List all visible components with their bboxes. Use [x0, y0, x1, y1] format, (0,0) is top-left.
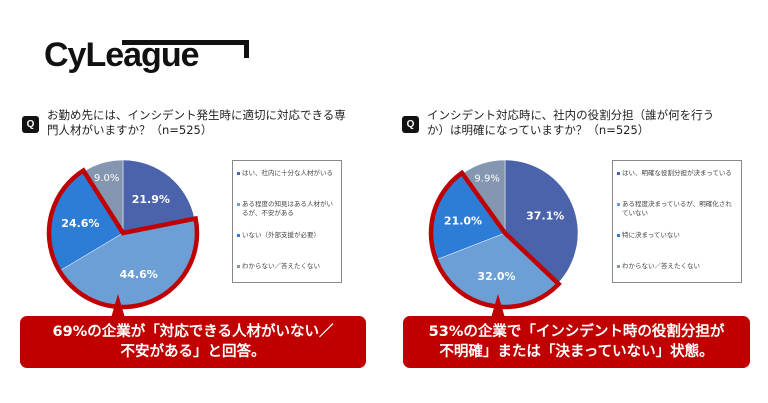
legend-label: ある程度決まっているが、明確化されていない: [622, 200, 732, 217]
legend-swatch: [617, 265, 620, 268]
legend-swatch: [617, 234, 620, 237]
data-label: 9.9%: [474, 173, 499, 184]
legend-label: いない（外部支援が必要）: [242, 231, 320, 239]
legend-label: はい、社内に十分な人材がいる: [242, 169, 333, 177]
legend-item: はい、明確な役割分担が決まっている: [617, 169, 737, 178]
callout-1: 69%の企業が「対応できる人材がいない／ 不安がある」と回答。: [20, 316, 366, 368]
data-label: 32.0%: [477, 270, 515, 283]
pie-slice: [504, 159, 579, 284]
pie-slice: [122, 159, 195, 234]
question-1: Q お勤め先には、インシデント発生時に適切に対応できる専門人材がいますか？（n=…: [22, 108, 347, 138]
question-2-text: インシデント対応時に、社内の役割分担（誰が何を行うか）は明確になっていますか？（…: [427, 108, 715, 137]
legend-item: わからない／答えたくない: [237, 262, 337, 271]
highlight-outline: [46, 167, 200, 310]
legend-swatch: [237, 265, 240, 268]
legend-label: 特に決まっていない: [622, 231, 680, 239]
legend-swatch: [237, 172, 240, 175]
callout-pointer: [111, 294, 125, 318]
question-2: Q インシデント対応時に、社内の役割分担（誰が何を行うか）は明確になっていますか…: [402, 108, 727, 138]
legend-item: いない（外部支援が必要）: [237, 231, 337, 240]
legend-swatch: [617, 203, 620, 206]
callout-2: 53%の企業で「インシデント時の役割分担が 不明確」または「決まっていない」状態…: [403, 316, 750, 368]
legend-item: はい、社内に十分な人材がいる: [237, 169, 337, 178]
q-badge: Q: [22, 116, 39, 133]
legend-swatch: [237, 203, 240, 206]
callout-pointer: [491, 294, 505, 318]
legend-label: わからない／答えたくない: [242, 262, 320, 270]
cyleague-logo: CyLeague: [44, 36, 249, 75]
q-badge: Q: [402, 116, 419, 133]
legend-label: ある程度の知見はある人材がいるが、不安がある: [242, 200, 333, 217]
data-label: 9.0%: [94, 173, 119, 184]
question-1-text: お勤め先には、インシデント発生時に適切に対応できる専門人材がいますか？（n=52…: [47, 108, 346, 137]
data-label: 24.6%: [61, 217, 99, 230]
legend-label: はい、明確な役割分担が決まっている: [622, 169, 732, 177]
legend-item: ある程度決まっているが、明確化されていない: [617, 200, 737, 218]
legend-item: わからない／答えたくない: [617, 262, 737, 271]
legend-item: ある程度の知見はある人材がいるが、不安がある: [237, 200, 337, 218]
legend-swatch: [237, 234, 240, 237]
legend-label: わからない／答えたくない: [622, 262, 700, 270]
data-label: 21.0%: [444, 215, 482, 228]
legend-item: 特に決まっていない: [617, 231, 737, 240]
legend-2: はい、明確な役割分担が決まっているある程度決まっているが、明確化されていない特に…: [612, 160, 742, 283]
data-label: 37.1%: [526, 210, 564, 223]
legend-swatch: [617, 172, 620, 175]
legend-1: はい、社内に十分な人材がいるある程度の知見はある人材がいるが、不安があるいない（…: [232, 160, 342, 283]
data-label: 44.6%: [120, 268, 158, 281]
data-label: 21.9%: [132, 193, 170, 206]
highlight-outline: [428, 169, 562, 310]
